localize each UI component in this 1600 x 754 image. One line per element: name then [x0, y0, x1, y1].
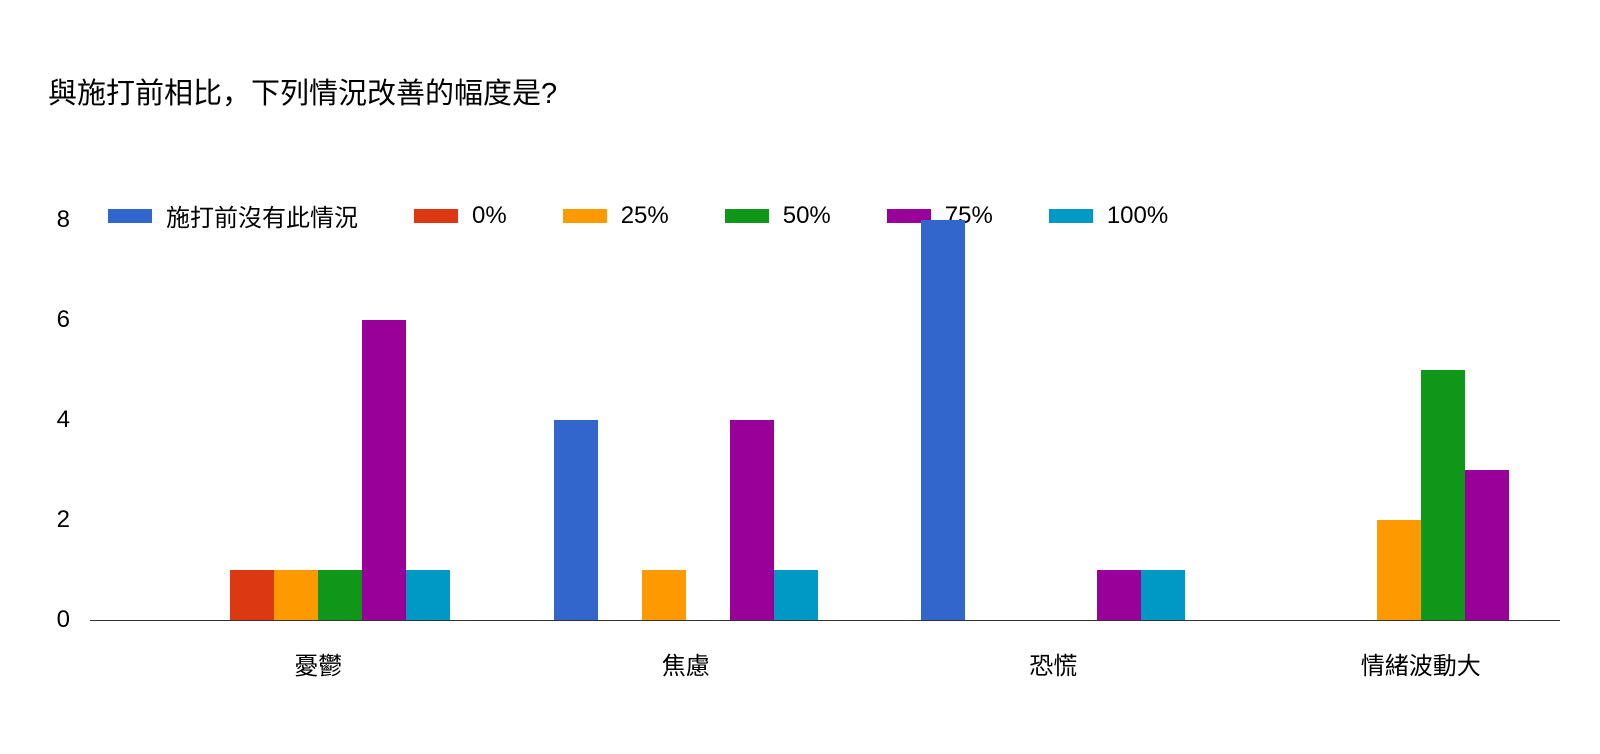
- bar: [406, 570, 450, 620]
- bar: [1377, 520, 1421, 620]
- x-tick-label: 恐慌: [1029, 646, 1077, 681]
- x-tick-label: 焦慮: [662, 646, 710, 681]
- bar: [1097, 570, 1141, 620]
- bar: [274, 570, 318, 620]
- bar: [1141, 570, 1185, 620]
- y-tick-label: 0: [57, 606, 70, 634]
- chart-title: 與施打前相比，下列情況改善的幅度是?: [48, 70, 557, 112]
- bar: [774, 570, 818, 620]
- plot-area: [90, 220, 1560, 621]
- bar: [362, 320, 406, 620]
- x-tick-label: 憂鬱: [294, 646, 342, 681]
- bar: [1421, 370, 1465, 620]
- y-tick-label: 6: [57, 306, 70, 334]
- y-tick-label: 8: [57, 206, 70, 234]
- x-tick-label: 情緒波動大: [1361, 646, 1481, 681]
- bar: [642, 570, 686, 620]
- bar: [730, 420, 774, 620]
- bar: [1465, 470, 1509, 620]
- bar: [230, 570, 274, 620]
- bar: [318, 570, 362, 620]
- y-tick-label: 4: [57, 406, 70, 434]
- bar: [554, 420, 598, 620]
- bar: [921, 220, 965, 620]
- y-tick-label: 2: [57, 506, 70, 534]
- chart-container: 與施打前相比，下列情況改善的幅度是? 施打前沒有此情況0%25%50%75%10…: [0, 0, 1600, 754]
